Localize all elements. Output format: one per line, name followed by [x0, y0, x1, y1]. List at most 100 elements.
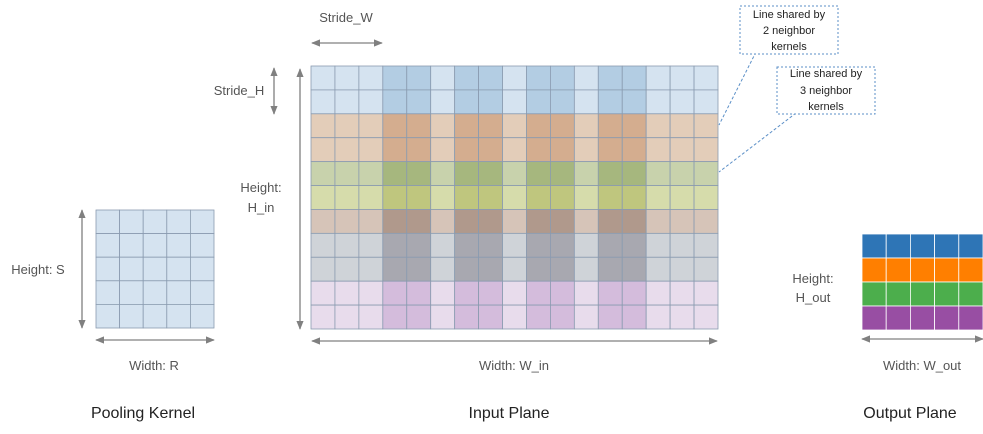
pooling-kernel-grid — [95, 209, 215, 329]
callout-three-line2: 3 neighbor — [800, 85, 852, 97]
input-cell — [621, 209, 647, 234]
input-cell — [430, 89, 456, 115]
input-cell — [430, 65, 456, 91]
input-cell — [693, 89, 719, 115]
input-cell — [454, 137, 479, 163]
kernel-cell — [95, 256, 121, 282]
input-cell — [502, 161, 527, 186]
input-cell — [478, 209, 503, 234]
input-cell — [526, 232, 551, 258]
input-cell — [573, 256, 599, 282]
output-cell — [934, 305, 960, 331]
input-cell — [573, 89, 599, 115]
output-cell — [910, 281, 936, 307]
output-cell — [885, 257, 911, 283]
input-cell — [334, 304, 360, 330]
input-cell — [334, 209, 360, 234]
input-cell — [621, 232, 647, 258]
input-cell — [358, 113, 384, 139]
input-cell — [502, 89, 527, 115]
input-cell — [358, 89, 384, 115]
input-cell — [454, 89, 479, 115]
kernel-cell — [142, 256, 168, 282]
input-cell — [502, 209, 527, 234]
input-cell — [669, 89, 695, 115]
input-cell — [693, 161, 719, 186]
input-cell — [382, 209, 408, 234]
input-cell — [526, 209, 551, 234]
input-cell — [669, 161, 695, 186]
input-cell — [502, 280, 527, 306]
input-cell — [645, 137, 671, 163]
input-cell — [597, 304, 623, 330]
kernel-cell — [95, 233, 121, 258]
input-cell — [478, 161, 503, 186]
output-cell — [958, 281, 983, 307]
input-cell — [406, 256, 432, 282]
kernel-cell — [189, 233, 215, 258]
input-cell — [550, 113, 575, 139]
callout-three-box — [776, 66, 876, 115]
input-cell — [454, 232, 479, 258]
input-cell — [550, 161, 575, 186]
callout-three-leader — [718, 109, 801, 173]
input-cell — [478, 65, 503, 91]
input-cell — [645, 113, 671, 139]
kernel-cell — [166, 209, 191, 235]
input-cell — [526, 280, 551, 306]
input-cell — [310, 89, 336, 115]
output-plane-grid — [861, 233, 983, 331]
input-plane-grid — [310, 65, 719, 330]
input-cell — [645, 185, 671, 210]
input-cell — [382, 232, 408, 258]
input-cell — [550, 185, 575, 210]
output-cell — [885, 305, 911, 331]
callout-two-line1: Line shared by — [753, 9, 826, 21]
output-cell — [861, 305, 887, 331]
input-cell — [430, 137, 456, 163]
input-cell — [454, 65, 479, 91]
input-cell — [310, 280, 336, 306]
kernel-cell — [119, 233, 144, 258]
output-cell — [861, 233, 887, 259]
input-cell — [478, 89, 503, 115]
input-cell — [406, 304, 432, 330]
input-cell — [621, 89, 647, 115]
input-cell — [693, 232, 719, 258]
input-cell — [669, 209, 695, 234]
input-cell — [502, 137, 527, 163]
input-cell — [310, 304, 336, 330]
output-cell — [934, 281, 960, 307]
input-cell — [406, 209, 432, 234]
output-cell — [958, 233, 983, 259]
input-cell — [573, 137, 599, 163]
input-cell — [573, 161, 599, 186]
input-cell — [693, 304, 719, 330]
input-cell — [454, 113, 479, 139]
output-cell — [885, 281, 911, 307]
stride-w-label: Stride_W — [319, 10, 373, 25]
input-cell — [502, 65, 527, 91]
kernel-cell — [189, 256, 215, 282]
input-cell — [406, 280, 432, 306]
input-cell — [358, 137, 384, 163]
input-cell — [669, 304, 695, 330]
input-cell — [430, 304, 456, 330]
output-cell — [861, 281, 887, 307]
input-cell — [406, 232, 432, 258]
input-cell — [334, 256, 360, 282]
kernel-cell — [166, 303, 191, 329]
input-cell — [454, 304, 479, 330]
width-r-label: Width: R — [129, 358, 179, 373]
input-cell — [693, 113, 719, 139]
kernel-cell — [189, 280, 215, 305]
input-cell — [310, 209, 336, 234]
input-cell — [334, 232, 360, 258]
input-cell — [526, 185, 551, 210]
input-cell — [406, 89, 432, 115]
height-s-label: Height: S — [11, 262, 65, 277]
input-cell — [478, 304, 503, 330]
callout-three-line1: Line shared by — [790, 68, 863, 80]
input-cell — [526, 304, 551, 330]
input-cell — [502, 304, 527, 330]
